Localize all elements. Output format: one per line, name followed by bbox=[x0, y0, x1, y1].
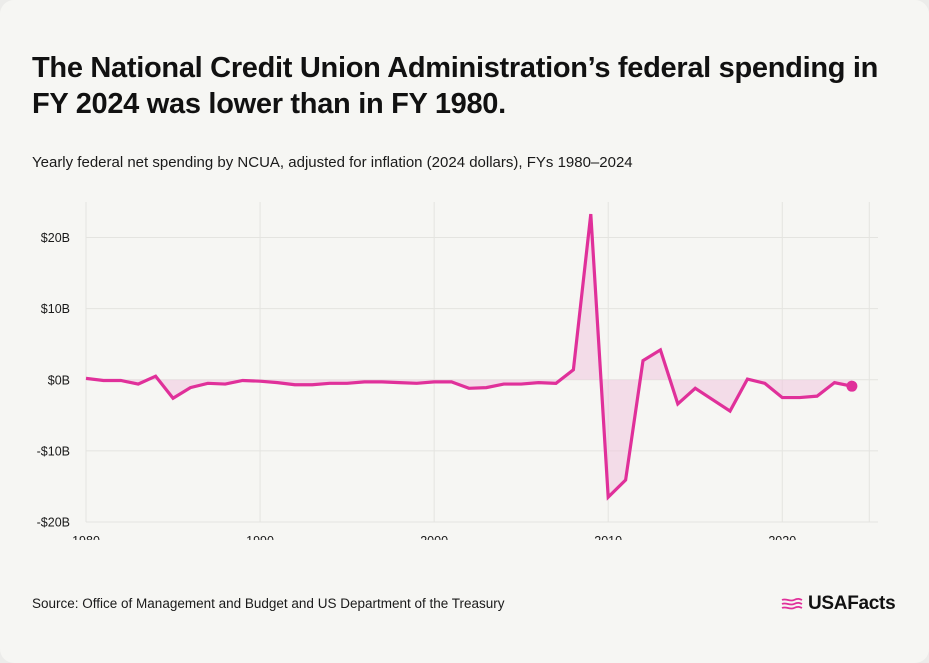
data-point-1980[interactable] bbox=[85, 377, 88, 380]
y-tick-label: -$20B bbox=[37, 516, 70, 530]
data-point-2001[interactable] bbox=[450, 380, 453, 383]
data-point-1999[interactable] bbox=[415, 382, 418, 385]
data-point-2015[interactable] bbox=[694, 387, 697, 390]
data-point-1989[interactable] bbox=[241, 379, 244, 382]
data-point-1996[interactable] bbox=[363, 380, 366, 383]
data-point-1998[interactable] bbox=[398, 381, 401, 384]
x-tick-label: 1990 bbox=[246, 534, 274, 540]
data-point-2000[interactable] bbox=[433, 380, 436, 383]
data-point-2005[interactable] bbox=[520, 383, 523, 386]
chart-grid bbox=[85, 202, 878, 523]
data-point-2008[interactable] bbox=[572, 368, 575, 371]
data-point-1986[interactable] bbox=[189, 386, 192, 389]
data-point-1983[interactable] bbox=[137, 383, 140, 386]
data-point-2022[interactable] bbox=[816, 395, 819, 398]
x-axis-ticks: 1980 1990 2000 2010 2020 bbox=[72, 534, 796, 540]
data-point-2006[interactable] bbox=[537, 381, 540, 384]
data-point-2021[interactable] bbox=[798, 396, 801, 399]
y-tick-label: $0B bbox=[48, 373, 70, 387]
data-point-2007[interactable] bbox=[554, 382, 557, 385]
x-tick-label: 1980 bbox=[72, 534, 100, 540]
data-point-2012[interactable] bbox=[642, 359, 645, 362]
data-point-2016[interactable] bbox=[711, 398, 714, 401]
x-tick-label: 2020 bbox=[768, 534, 796, 540]
chart-subtitle: Yearly federal net spending by NCUA, adj… bbox=[32, 154, 633, 171]
line-chart: $20B $10B $0B -$10B -$20B 1980 1990 2000 2010 20… bbox=[37, 202, 878, 540]
y-tick-label: $10B bbox=[41, 302, 70, 316]
data-point-1990[interactable] bbox=[259, 380, 262, 383]
source-note: Source: Office of Management and Budget … bbox=[32, 596, 505, 611]
usafacts-logo[interactable]: USAFacts bbox=[780, 593, 896, 615]
chart-line-layer bbox=[85, 213, 858, 501]
data-point-1997[interactable] bbox=[380, 380, 383, 383]
data-point-1987[interactable] bbox=[206, 382, 209, 385]
data-point-2009[interactable] bbox=[589, 213, 592, 216]
data-point-1992[interactable] bbox=[293, 383, 296, 386]
y-tick-label: $20B bbox=[41, 231, 70, 245]
data-point-2010[interactable] bbox=[607, 496, 610, 499]
chart-title: The National Credit Union Administration… bbox=[32, 52, 879, 120]
data-point-2003[interactable] bbox=[485, 386, 488, 389]
data-point-1995[interactable] bbox=[346, 382, 349, 385]
data-point-2004[interactable] bbox=[502, 383, 505, 386]
end-marker[interactable] bbox=[846, 380, 858, 392]
data-point-2018[interactable] bbox=[746, 378, 749, 381]
data-point-2019[interactable] bbox=[763, 382, 766, 385]
data-point-1982[interactable] bbox=[119, 379, 122, 382]
data-point-2013[interactable] bbox=[659, 348, 662, 351]
y-tick-label: -$10B bbox=[37, 444, 70, 458]
data-point-2011[interactable] bbox=[624, 479, 627, 482]
data-point-2002[interactable] bbox=[467, 387, 470, 390]
x-tick-label: 2010 bbox=[594, 534, 622, 540]
data-point-2014[interactable] bbox=[676, 402, 679, 405]
data-point-1993[interactable] bbox=[311, 383, 314, 386]
area-fill bbox=[86, 214, 852, 498]
data-point-1981[interactable] bbox=[102, 379, 105, 382]
data-point-1988[interactable] bbox=[224, 383, 227, 386]
usa-flag-icon bbox=[781, 597, 803, 610]
data-point-1994[interactable] bbox=[328, 382, 331, 385]
y-axis-ticks: $20B $10B $0B -$10B -$20B bbox=[37, 231, 70, 529]
series-line bbox=[85, 213, 853, 501]
data-point-1984[interactable] bbox=[154, 375, 157, 378]
data-point-2023[interactable] bbox=[833, 381, 836, 384]
chart-area-layer bbox=[86, 214, 852, 498]
data-point-2017[interactable] bbox=[729, 410, 732, 413]
data-point-1985[interactable] bbox=[172, 397, 175, 400]
data-point-2020[interactable] bbox=[781, 396, 784, 399]
x-tick-label: 2000 bbox=[420, 534, 448, 540]
data-point-1991[interactable] bbox=[276, 381, 279, 384]
brand-name: USAFacts bbox=[808, 593, 896, 614]
